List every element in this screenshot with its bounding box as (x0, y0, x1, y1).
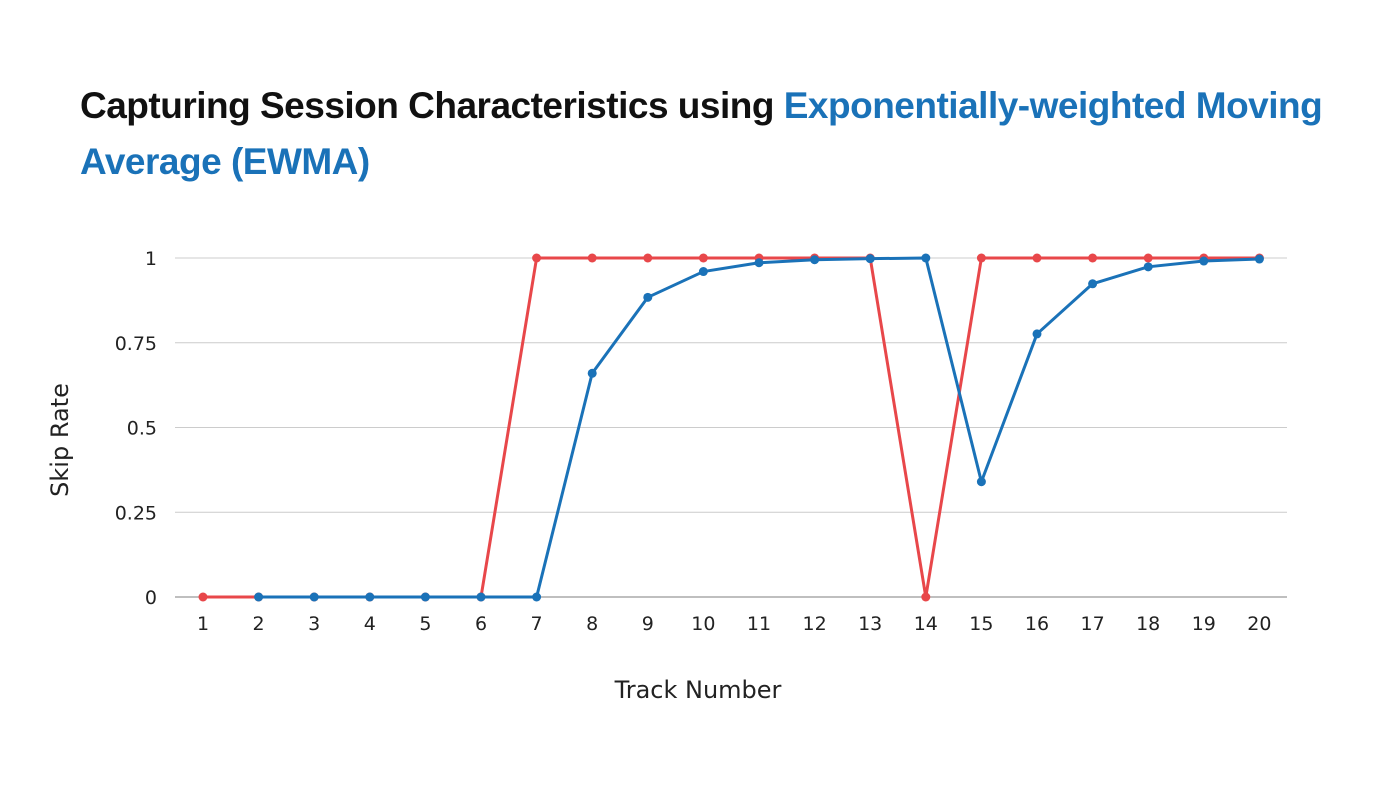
data-point (810, 255, 820, 265)
y-tick-label: 1 (145, 248, 157, 270)
y-tick-label: 0.25 (115, 502, 157, 524)
x-axis-title: Track Number (614, 676, 782, 704)
x-tick-label: 4 (364, 613, 376, 635)
y-tick-label: 0.75 (115, 333, 157, 355)
data-point (1143, 253, 1153, 263)
data-point (1143, 262, 1153, 272)
series-layer (198, 253, 1264, 602)
x-tick-label: 14 (914, 613, 938, 635)
x-tick-label: 2 (253, 613, 265, 635)
data-point (976, 477, 986, 487)
chart-title: Capturing Session Characteristics using … (80, 78, 1340, 190)
data-point (1199, 256, 1209, 266)
chart-title-part1: Capturing Session Characteristics using (80, 85, 784, 126)
data-point (532, 253, 542, 263)
data-point (476, 592, 486, 602)
data-point (420, 592, 430, 602)
x-tick-label: 7 (531, 613, 543, 635)
data-point (309, 592, 319, 602)
data-point (1088, 279, 1098, 289)
data-point (365, 592, 375, 602)
x-tick-label: 12 (803, 613, 827, 635)
x-tick-label: 9 (642, 613, 654, 635)
x-tick-labels: 1 2 3 4 5 6 7 8 9 10 11 12 13 14 15 16 17 18 19 20 (197, 613, 1272, 635)
data-point (587, 368, 597, 378)
x-tick-label: 3 (308, 613, 320, 635)
data-point (198, 592, 208, 602)
chart-title-part2: Exponentially-weighted Moving Average (E… (80, 85, 1323, 182)
x-tick-label: 5 (419, 613, 431, 635)
data-point (976, 253, 986, 263)
gridlines (175, 257, 1287, 598)
x-tick-label: 18 (1136, 613, 1160, 635)
data-point (698, 267, 708, 277)
data-point (532, 592, 542, 602)
x-tick-label: 19 (1192, 613, 1216, 635)
data-point (254, 592, 264, 602)
data-point (698, 253, 708, 263)
x-tick-label: 17 (1081, 613, 1105, 635)
x-tick-label: 6 (475, 613, 487, 635)
data-point (587, 253, 597, 263)
x-tick-label: 15 (969, 613, 993, 635)
x-tick-label: 13 (858, 613, 882, 635)
data-point (1088, 253, 1098, 263)
x-tick-label: 20 (1247, 613, 1271, 635)
data-point (643, 253, 653, 263)
data-point (1032, 329, 1042, 339)
y-tick-label: 0.5 (127, 418, 157, 440)
y-tick-label: 0 (145, 587, 157, 609)
x-tick-label: 10 (691, 613, 715, 635)
data-point (754, 258, 764, 268)
data-point (1254, 254, 1264, 264)
y-tick-labels: 0 0.25 0.5 0.75 1 (115, 248, 157, 609)
data-point (865, 254, 875, 264)
x-tick-label: 1 (197, 613, 209, 635)
x-tick-label: 16 (1025, 613, 1049, 635)
x-tick-label: 11 (747, 613, 771, 635)
data-point (643, 292, 653, 302)
y-axis-title: Skip Rate (46, 383, 74, 497)
x-tick-label: 8 (586, 613, 598, 635)
data-point (921, 592, 931, 602)
data-point (921, 253, 931, 263)
data-point (1032, 253, 1042, 263)
